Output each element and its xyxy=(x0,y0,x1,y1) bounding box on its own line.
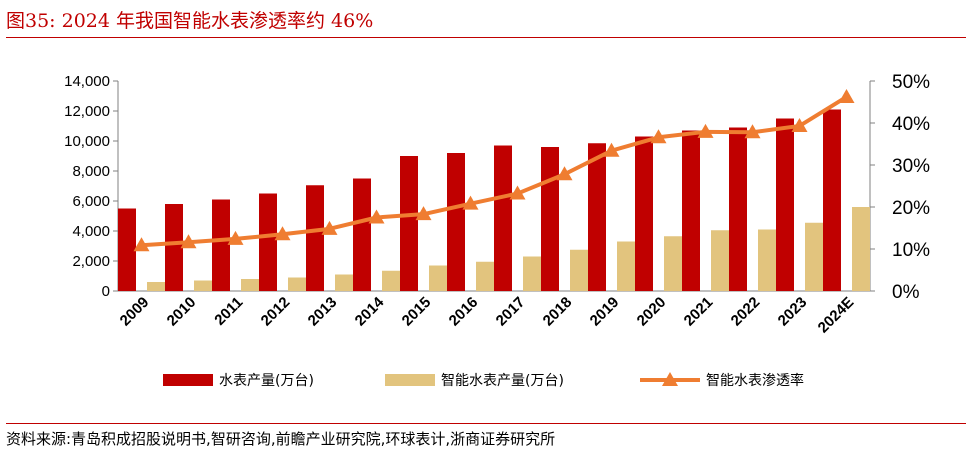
water-meter-bar xyxy=(823,109,841,291)
penetration-marker xyxy=(838,88,855,103)
x-tick-label: 2017 xyxy=(493,294,529,330)
left-tick-label: 8,000 xyxy=(72,163,110,180)
right-axis: 0% 10% 20% 30% 40% 50% xyxy=(869,72,930,303)
water-meter-bar xyxy=(212,199,230,291)
smart-meter-bar xyxy=(194,280,212,291)
smart-meter-bar xyxy=(758,229,776,291)
smart-meter-bar xyxy=(664,236,682,291)
left-tick-label: 4,000 xyxy=(72,223,110,240)
penetration-marker xyxy=(133,237,150,252)
penetration-marker xyxy=(368,209,385,224)
water-meter-bar xyxy=(447,153,465,291)
chart-title: 图35: 2024 年我国智能水表渗透率约 46% xyxy=(6,10,374,32)
x-tick-label: 2018 xyxy=(540,294,576,330)
smart-meter-bar xyxy=(711,230,729,291)
left-tick-label: 6,000 xyxy=(72,193,110,210)
x-tick-label: 2019 xyxy=(587,294,623,330)
smart-meter-bar xyxy=(476,261,494,291)
x-axis-labels: 2009 2010 2011 2012 2013 2014 2015 2016 2017 2018… xyxy=(117,293,858,336)
smart-meter-bar xyxy=(241,279,259,291)
penetration-marker xyxy=(274,226,291,241)
smart-meter-bar xyxy=(382,270,400,291)
left-tick-label: 2,000 xyxy=(72,253,110,270)
right-tick-label: 20% xyxy=(892,198,930,219)
smart-meter-bar xyxy=(147,282,165,291)
x-tick-label: 2016 xyxy=(446,294,482,330)
penetration-marker xyxy=(650,129,667,144)
x-tick-label: 2020 xyxy=(634,294,670,330)
legend-marker-penetration xyxy=(662,372,678,386)
water-meter-bar xyxy=(306,185,324,291)
legend-label-water-meter: 水表产量(万台) xyxy=(219,373,314,389)
penetration-marker xyxy=(791,117,808,132)
smart-meter-bar xyxy=(523,256,541,291)
water-meter-bar xyxy=(776,118,794,291)
smart-meter-bar xyxy=(852,207,870,291)
left-tick-label: 10,000 xyxy=(64,133,110,150)
water-meter-bar xyxy=(729,127,747,291)
right-tick-label: 30% xyxy=(892,156,930,177)
title-divider xyxy=(6,37,966,38)
right-tick-label: 0% xyxy=(892,282,920,303)
left-axis: 0 2,000 4,000 6,000 8,000 10,000 12,000 14,000 xyxy=(64,73,870,300)
x-tick-label: 2010 xyxy=(164,294,200,330)
left-tick-label: 0 xyxy=(102,283,110,300)
penetration-marker xyxy=(697,123,714,138)
penetration-marker xyxy=(415,206,432,221)
penetration-marker xyxy=(321,220,338,235)
penetration-marker xyxy=(744,124,761,139)
water-meter-bar xyxy=(682,130,700,291)
water-meter-bar xyxy=(588,143,606,291)
legend: 水表产量(万台) 智能水表产量(万台) 智能水表渗透率 xyxy=(163,372,804,389)
legend-swatch-water-meter xyxy=(163,374,213,386)
left-tick-label: 14,000 xyxy=(64,73,110,90)
penetration-line xyxy=(141,95,848,248)
penetration-marker xyxy=(462,195,479,210)
water-meter-bar xyxy=(541,147,559,291)
smart-meter-bar xyxy=(288,277,306,291)
penetration-marker xyxy=(556,166,573,181)
x-tick-label: 2014 xyxy=(352,293,388,329)
right-tick-label: 40% xyxy=(892,114,930,135)
x-tick-label: 2013 xyxy=(305,294,341,330)
right-tick-label: 10% xyxy=(892,240,930,261)
x-tick-label: 2022 xyxy=(728,294,764,330)
right-tick-label: 50% xyxy=(892,72,930,93)
source-note: 资料来源:青岛积成招股说明书,智研咨询,前瞻产业研究院,环球表计,浙商证券研究所 xyxy=(6,430,556,448)
water-meter-bar xyxy=(118,208,136,291)
x-tick-label: 2011 xyxy=(211,294,246,329)
water-meter-bar xyxy=(494,145,512,291)
smart-meter-bar xyxy=(335,274,353,291)
penetration-marker xyxy=(603,142,620,157)
x-tick-label: 2012 xyxy=(258,294,294,330)
penetration-marker xyxy=(180,234,197,249)
water-meter-bar xyxy=(353,178,371,291)
x-tick-label: 2023 xyxy=(775,294,811,330)
smart-meter-bar xyxy=(429,265,447,291)
water-meter-bar xyxy=(400,156,418,291)
smart-meter-bar xyxy=(570,249,588,291)
penetration-marker xyxy=(509,185,526,200)
smart-meter-bar xyxy=(617,241,635,291)
legend-label-penetration: 智能水表渗透率 xyxy=(706,372,804,389)
legend-swatch-smart-meter xyxy=(385,374,435,386)
source-divider xyxy=(6,423,966,424)
x-tick-label: 2021 xyxy=(681,294,717,330)
water-meter-bar xyxy=(635,136,653,291)
x-tick-label: 2024E xyxy=(815,294,858,337)
left-tick-label: 12,000 xyxy=(64,103,110,120)
penetration-marker xyxy=(227,230,244,245)
x-tick-label: 2015 xyxy=(399,294,435,330)
water-meter-bar xyxy=(165,204,183,291)
smart-meter-bar xyxy=(805,222,823,291)
x-tick-label: 2009 xyxy=(117,294,153,330)
line-series xyxy=(133,88,855,252)
legend-label-smart-meter: 智能水表产量(万台) xyxy=(441,373,564,389)
water-meter-bar xyxy=(259,193,277,291)
